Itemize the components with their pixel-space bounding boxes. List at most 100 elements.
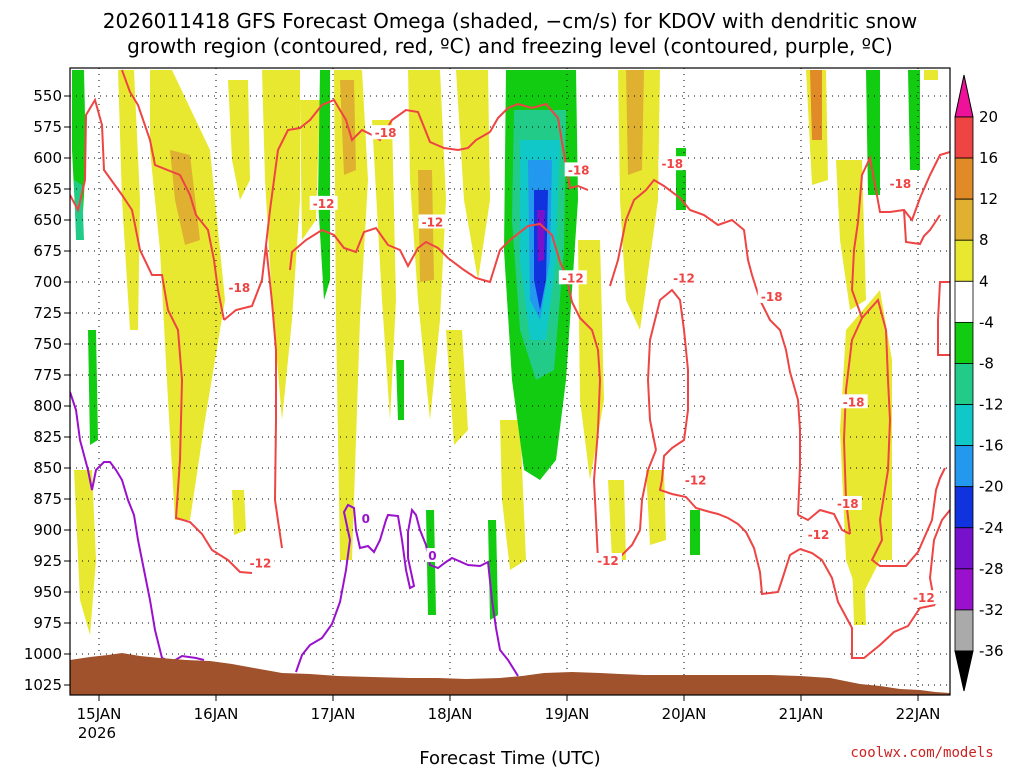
x-tick-label: 19JAN [545,705,590,723]
colorbar-label: 12 [979,190,998,208]
contour-labels: -18 -18 -12 -12 -12 -18 -18 -12 -12 -18 -12 -12 -18 -… [225,125,938,605]
colorbar-bin [954,445,974,488]
contour-label: -18 [843,395,865,409]
contour-label-bg [804,526,833,541]
colorbar-label: -20 [979,478,1004,496]
omega-shade-purple-1 [537,210,545,262]
omega-shade-yellow-9 [372,120,396,420]
contour-label-bg [833,495,862,510]
colorbar-label: -32 [979,601,1004,619]
colorbar-bin [954,157,974,200]
colorbar-label: 4 [979,272,989,290]
colorbar-bin [954,198,974,241]
colorbar-bin [954,527,974,570]
contour-label: -12 [422,215,444,229]
colorbar-label: -12 [979,396,1004,414]
contour-label: -12 [597,554,619,568]
contour-label: -12 [685,473,707,487]
omega-shade-yellow-19 [836,160,866,310]
contour-label: -18 [229,281,251,295]
freezing-contour-middle [295,503,519,677]
y-tick-label: 900 [33,521,62,539]
colorbar-bin [954,321,974,364]
contour-label: -18 [761,290,783,304]
colorbar: 20 16 12 8 4 -4 -8 -12 -16 -20 -24 -28 -32 -36 [954,74,1004,692]
dgz-contour-19jan-upper [489,102,589,191]
omega-shade-yellow-1 [74,470,96,635]
contour-label-bg [309,195,338,210]
omega-shade-green-11 [866,70,880,195]
omega-shade-green-5 [396,360,404,420]
omega-shade-yellow-5 [232,490,246,535]
omega-shade-green-12 [908,70,920,170]
dgz-contour-17jan-lower [289,222,561,284]
y-tick-label: 950 [33,583,62,601]
contour-label-bg [426,548,439,563]
contour-label-bg [909,590,938,605]
x-tick-label: 16JAN [194,705,239,723]
contour-label: -12 [562,271,584,285]
x-tick-label: 15JAN [77,705,122,723]
colorbar-label: -4 [979,313,994,331]
colorbar-label: -28 [979,560,1004,578]
omega-shade-yellow-6 [262,70,300,420]
dgz-contour-21jan-c [850,151,950,319]
contour-label-bg [418,214,447,229]
chart-title-line1: 2026011418 GFS Forecast Omega (shaded, −… [103,9,917,33]
colorbar-top-arrow [954,74,974,118]
freezing-level-contours [70,391,519,677]
contour-label: -12 [673,271,695,285]
y-tick-label: 675 [33,242,62,260]
y-tick-label: 625 [33,180,62,198]
colorbar-label: -8 [979,354,994,372]
dgz-contour-left-edge [70,97,253,574]
contour-label: -12 [808,528,830,542]
contour-label-bg [558,270,587,285]
y-tick-label: 1000 [24,645,62,663]
y-tick-label: 925 [33,552,62,570]
colorbar-bin [954,280,974,323]
x-tick-sublabel: 2026 [78,724,116,742]
y-tick-label: 850 [33,459,62,477]
y-tick-label: 800 [33,397,62,415]
y-tick-label: 575 [33,118,62,136]
omega-shade-orange-5 [810,70,822,140]
contour-label-bg [681,472,710,487]
y-tick-label: 725 [33,304,62,322]
contour-label: -12 [913,591,935,605]
dgz-contour-19jan-mid [559,261,602,561]
contour-label: -12 [250,556,272,570]
omega-shade-yellow-21 [852,560,866,625]
contour-label-bg [593,553,622,567]
credit-text: coolwx.com/models [850,745,993,761]
colorbar-bin [954,363,974,405]
dgz-contour-20jan-inner [646,288,801,596]
x-tick-label: 22JAN [896,705,941,723]
contour-label-bg [839,394,868,409]
omega-shade-orange-4 [626,70,644,175]
terrain-surface [70,653,950,695]
colorbar-label: 20 [979,108,998,126]
plot-frame [69,67,951,696]
contour-label: 0 [428,549,436,563]
contour-label-bg [371,125,400,140]
colorbar-bin [954,116,974,159]
dgz-contour-21jan-a [797,508,851,535]
omega-shade-yellow-15 [608,480,626,560]
omega-shade-yellow-3 [150,70,225,520]
colorbar-label: 16 [979,149,998,167]
contour-label-bg [564,162,593,177]
dgz-contour-19jan-right [609,178,801,516]
colorbar-label: -36 [979,642,1004,660]
dgz-contour-19jan-b [597,449,657,561]
dgz-contour-22jan-f [928,509,950,606]
colorbar-label: -24 [979,519,1004,537]
contour-label: -18 [375,126,397,140]
dgz-contour-left-upper [121,69,225,321]
plot-area [70,68,950,695]
x-tick-label: 17JAN [311,705,356,723]
colorbar-bin [954,239,974,282]
colorbar-label: -16 [979,437,1004,455]
